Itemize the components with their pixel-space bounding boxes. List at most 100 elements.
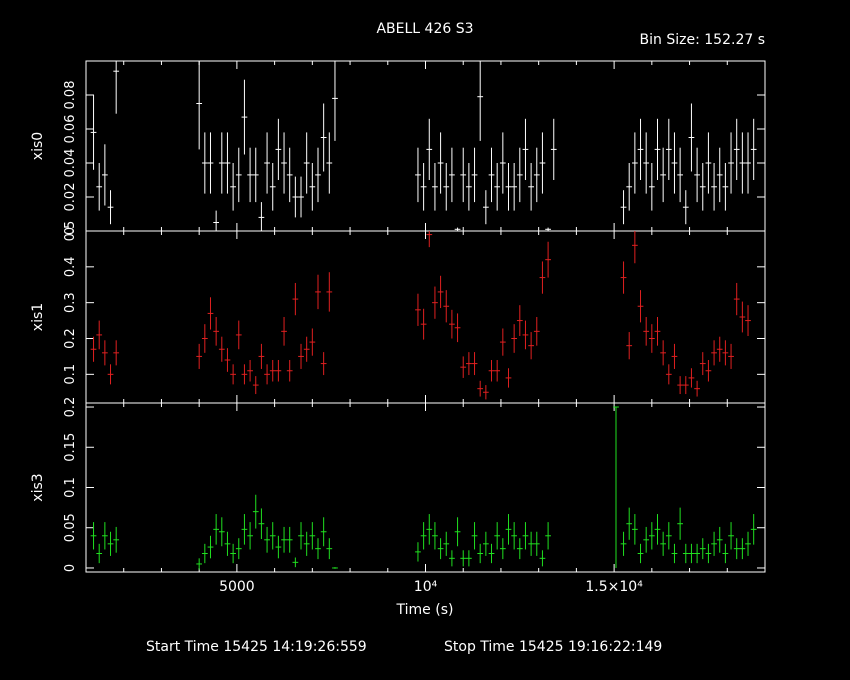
xis1-data-point <box>654 317 661 346</box>
xis1-data-point <box>637 290 644 323</box>
xis1-data-point <box>230 364 236 385</box>
xis0-y-label: xis0 <box>30 132 46 160</box>
xis0-data-point <box>101 144 108 206</box>
xis0-data-point <box>539 132 546 194</box>
xis3-data-point <box>292 557 299 568</box>
xis3-data-point <box>320 517 327 547</box>
xis1-y-tick-label-1: 0.2 <box>63 328 78 349</box>
xis0-data-point <box>269 163 276 211</box>
xis1-data-point <box>660 340 667 366</box>
xis1-data-point <box>643 317 650 346</box>
xis1-data-point <box>309 328 316 356</box>
xis3-data-point <box>545 522 551 550</box>
xis1-data-point <box>275 360 282 382</box>
xis3-data-point <box>218 517 225 547</box>
xis3-data-point <box>699 538 706 560</box>
xis1-y-tick-label-2: 0.3 <box>63 292 78 313</box>
xis3-data-point <box>286 526 293 553</box>
xis3-y-label: xis3 <box>30 473 46 501</box>
xis0-data-point <box>466 163 472 211</box>
xis3-data-point <box>230 543 236 564</box>
xis3-data-point <box>443 531 450 556</box>
xis0-data-point <box>437 132 444 194</box>
xis3-data-point <box>522 522 529 550</box>
xis3-data-point <box>745 531 751 556</box>
xis0-data-point <box>286 147 293 203</box>
xis0-data-point <box>264 132 270 194</box>
xis3-data-point <box>694 543 700 564</box>
xis0-data-point <box>449 147 455 203</box>
xis1-y-label: xis1 <box>30 303 46 331</box>
xis1-data-point <box>443 290 450 323</box>
xis1-data-point <box>482 385 489 400</box>
x-tick-label-1: 10⁴ <box>414 579 438 595</box>
xis0-data-point <box>113 61 120 114</box>
xis1-data-point <box>620 261 627 294</box>
xis0-data-point <box>499 132 506 194</box>
xis0-data-point <box>699 163 706 211</box>
xis1-data-point <box>101 340 108 366</box>
xis0-data-point <box>631 132 638 194</box>
xis1-data-point <box>716 336 723 362</box>
xis3-data-point <box>660 531 667 556</box>
xis0-data-point <box>550 118 557 180</box>
xis0-data-point <box>90 95 97 170</box>
xis3-data-point <box>471 522 478 550</box>
xis0-data-point <box>426 118 433 180</box>
xis0-data-point <box>654 118 661 180</box>
xis3-data-point <box>426 514 433 545</box>
xis1-data-point <box>522 320 529 350</box>
xis0-y-tick-label-3: 0.06 <box>63 115 78 144</box>
xis0-data-point <box>247 147 253 203</box>
xis0-data-point <box>298 176 304 218</box>
xis0-data-point <box>694 147 700 203</box>
xis3-data-point <box>466 550 472 567</box>
xis3-data-point <box>539 550 546 567</box>
xis1-data-point <box>682 376 689 395</box>
xis3-data-point <box>631 514 638 545</box>
xis1-data-point <box>320 352 327 376</box>
xis3-data-point <box>505 514 512 545</box>
xis3-data-point <box>224 531 231 556</box>
xis0-data-point <box>716 147 723 203</box>
xis1-data-point <box>711 340 717 366</box>
xis0-data-point <box>477 61 484 141</box>
xis1-data-point <box>90 336 97 362</box>
xis1-data-point <box>665 364 672 385</box>
xis3-data-point <box>201 543 208 564</box>
xis0-y-tick-label-2: 0.04 <box>63 149 78 178</box>
xis3-data-point <box>705 543 712 564</box>
xis0-data-point <box>292 176 299 218</box>
stop-time-label: Stop Time 15425 19:16:22:149 <box>444 639 662 655</box>
xis1-data-point <box>432 286 438 319</box>
xis1-data-point <box>281 317 287 346</box>
xis3-data-point <box>264 526 270 553</box>
xis1-data-point <box>733 282 740 316</box>
xis1-data-point <box>258 343 265 369</box>
start-time-label: Start Time 15425 14:19:26:559 <box>146 639 367 655</box>
xis3-y-tick-label-2: 0.1 <box>63 477 78 498</box>
xis3-data-point <box>107 531 114 556</box>
xis1-data-point <box>677 376 683 395</box>
xis1-data-point <box>694 380 700 397</box>
xis0-data-point <box>482 190 489 225</box>
xis1-data-point <box>477 380 484 397</box>
xis1-data-point <box>545 241 551 278</box>
xis0-data-point <box>643 132 650 194</box>
xis3-data-point <box>511 522 518 550</box>
xis3-data-point <box>432 522 438 550</box>
xis3-data-point <box>241 514 248 545</box>
xis3-data-point <box>247 522 253 550</box>
xis1-data-point <box>241 364 248 385</box>
xis0-data-point <box>315 147 321 203</box>
xis3-data-point <box>494 522 501 550</box>
xis3-data-point <box>516 538 523 560</box>
xis3-data-point <box>303 531 310 556</box>
xis0-data-point <box>258 202 265 231</box>
xis0-data-point <box>454 227 461 231</box>
xis1-data-point <box>315 274 321 310</box>
xis0-data-point <box>460 147 467 203</box>
xis0-data-point <box>665 118 672 180</box>
xis3-data-point <box>460 550 467 567</box>
xis0-y-tick-label-1: 0.02 <box>63 183 78 212</box>
